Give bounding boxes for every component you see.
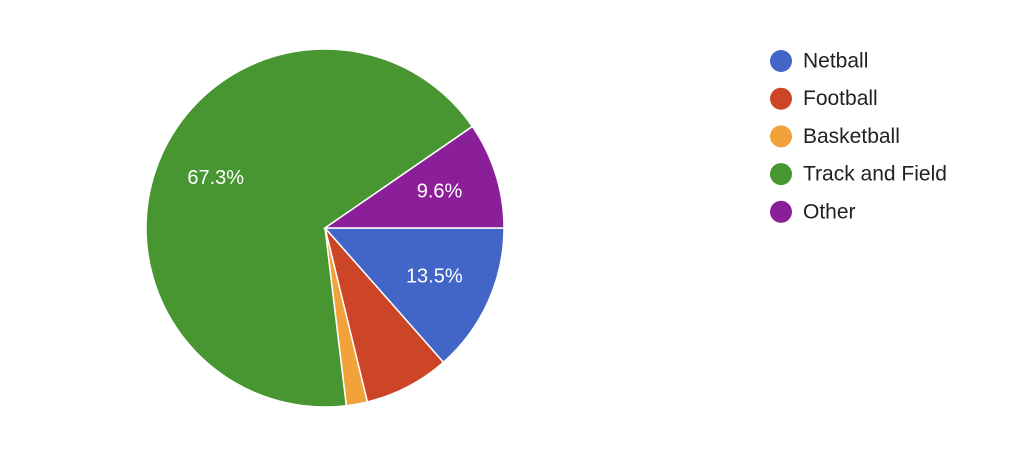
slice-label: 9.6% [417, 181, 463, 203]
pie-slice [322, 125, 505, 229]
slice-label: 67.3% [187, 167, 244, 189]
legend-label: Other [803, 200, 856, 223]
legend-marker [770, 87, 792, 110]
legend-label: Basketball [803, 125, 900, 148]
legend-label: Track and Field [803, 163, 947, 186]
pie-slice [323, 227, 505, 364]
legend-label: Netball [803, 50, 868, 73]
legend-marker [770, 50, 792, 72]
legend-marker [770, 200, 792, 223]
slice-label: 13.5% [406, 266, 463, 288]
legend-label: Football [803, 87, 878, 110]
legend-marker [770, 125, 792, 148]
legend-marker [770, 163, 792, 186]
pie-slice [145, 48, 474, 408]
